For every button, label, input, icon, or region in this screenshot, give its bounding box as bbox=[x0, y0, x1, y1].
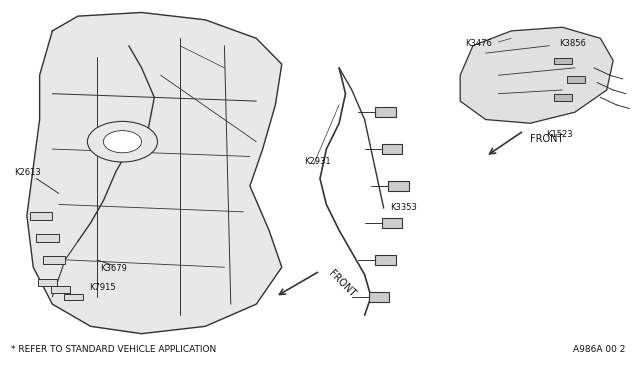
Bar bbox=[382, 218, 402, 228]
Text: K2613: K2613 bbox=[14, 168, 41, 177]
Bar bbox=[376, 255, 396, 264]
Bar bbox=[30, 212, 52, 220]
Text: K3476: K3476 bbox=[465, 39, 492, 48]
Bar bbox=[567, 76, 585, 83]
Bar bbox=[554, 58, 572, 64]
Bar bbox=[382, 144, 402, 154]
Bar bbox=[554, 94, 572, 101]
Circle shape bbox=[103, 131, 141, 153]
Bar bbox=[64, 294, 83, 301]
Polygon shape bbox=[460, 27, 613, 123]
Bar bbox=[43, 256, 65, 264]
Text: FRONT: FRONT bbox=[531, 134, 564, 144]
Text: K3856: K3856 bbox=[559, 39, 586, 48]
Circle shape bbox=[88, 121, 157, 162]
Polygon shape bbox=[27, 13, 282, 334]
Text: K3679: K3679 bbox=[100, 264, 127, 273]
Bar bbox=[369, 292, 390, 302]
Text: FRONT: FRONT bbox=[326, 268, 357, 299]
Text: K1523: K1523 bbox=[546, 130, 573, 139]
Bar bbox=[376, 108, 396, 117]
Bar bbox=[36, 234, 59, 242]
Bar bbox=[388, 181, 408, 191]
Bar bbox=[51, 286, 70, 293]
Text: * REFER TO STANDARD VEHICLE APPLICATION: * REFER TO STANDARD VEHICLE APPLICATION bbox=[11, 345, 216, 354]
Bar bbox=[38, 279, 58, 286]
Text: K2931: K2931 bbox=[304, 157, 331, 166]
Text: K7915: K7915 bbox=[90, 283, 116, 292]
Text: A986A 00 2: A986A 00 2 bbox=[573, 345, 626, 354]
Text: K3353: K3353 bbox=[390, 203, 417, 212]
